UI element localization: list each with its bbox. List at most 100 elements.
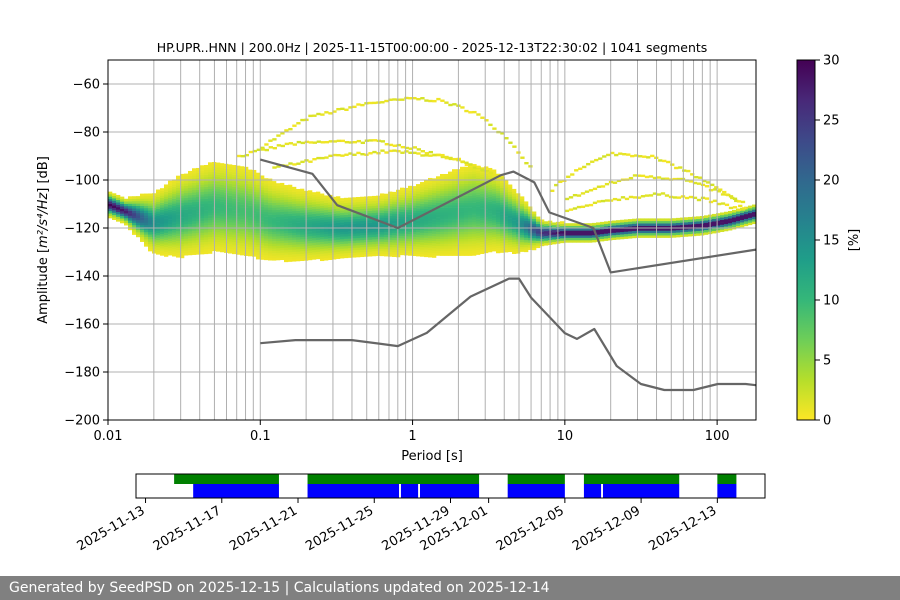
density-cell bbox=[280, 194, 285, 198]
timeline-tick-label: 2025-11-17 bbox=[151, 503, 224, 554]
density-cell bbox=[696, 216, 701, 220]
density-cell bbox=[524, 225, 529, 229]
density-cell bbox=[420, 210, 425, 214]
density-cell bbox=[244, 246, 249, 249]
density-cell bbox=[440, 207, 445, 211]
density-cell bbox=[284, 201, 289, 205]
density-cell bbox=[492, 186, 497, 190]
density-cell bbox=[180, 221, 185, 225]
density-cell bbox=[532, 216, 537, 220]
density-cell bbox=[260, 218, 265, 222]
density-cell bbox=[464, 248, 469, 252]
density-cell bbox=[480, 176, 485, 180]
density-cell bbox=[236, 218, 241, 222]
density-cell bbox=[340, 231, 345, 235]
density-cell bbox=[484, 197, 489, 201]
density-cell bbox=[360, 199, 365, 202]
density-cell bbox=[280, 235, 285, 239]
density-cell bbox=[424, 244, 429, 248]
density-cell bbox=[508, 244, 513, 248]
density-cell bbox=[440, 195, 445, 199]
density-cell bbox=[180, 195, 185, 199]
density-cell bbox=[668, 220, 673, 224]
density-cell bbox=[376, 229, 381, 232]
density-cell bbox=[384, 246, 389, 250]
density-cell bbox=[140, 212, 145, 216]
density-cell bbox=[176, 247, 181, 251]
density-cell bbox=[140, 210, 145, 214]
density-cell bbox=[156, 189, 161, 193]
density-cell bbox=[244, 195, 249, 199]
density-cell bbox=[188, 206, 193, 210]
density-cell bbox=[172, 251, 177, 255]
density-cell bbox=[520, 203, 525, 207]
density-cell bbox=[424, 252, 429, 255]
density-cell bbox=[476, 249, 481, 253]
density-cell bbox=[300, 210, 305, 213]
density-cell bbox=[528, 235, 533, 238]
density-cell bbox=[404, 228, 409, 232]
density-cell bbox=[220, 247, 225, 250]
density-cell bbox=[260, 247, 265, 251]
density-cell bbox=[352, 216, 357, 220]
density-cell bbox=[356, 206, 361, 210]
density-cell bbox=[256, 247, 261, 250]
density-cell bbox=[332, 247, 337, 250]
density-cell bbox=[288, 189, 293, 193]
density-cell bbox=[308, 252, 313, 256]
blue-availability-segment bbox=[717, 484, 737, 498]
density-cell bbox=[260, 213, 265, 217]
density-cell bbox=[380, 101, 385, 104]
density-cell bbox=[648, 175, 654, 178]
density-cell bbox=[276, 238, 281, 242]
density-cell bbox=[200, 170, 205, 173]
density-cell bbox=[376, 236, 381, 240]
density-cell bbox=[696, 223, 701, 227]
density-cell bbox=[176, 233, 181, 236]
density-cell bbox=[316, 112, 321, 116]
density-cell bbox=[176, 199, 181, 203]
density-cell bbox=[452, 234, 457, 237]
density-cell bbox=[392, 206, 397, 209]
density-cell bbox=[256, 218, 261, 222]
density-cell bbox=[464, 186, 469, 189]
density-cell bbox=[472, 209, 477, 213]
density-cell bbox=[188, 209, 193, 213]
density-cell bbox=[408, 250, 413, 254]
density-cell bbox=[436, 221, 441, 225]
density-cell bbox=[312, 244, 317, 248]
density-cell bbox=[288, 208, 293, 212]
density-cell bbox=[200, 196, 205, 200]
density-cell bbox=[588, 223, 593, 226]
density-cell bbox=[520, 222, 525, 226]
density-cell bbox=[292, 189, 297, 192]
y-tick-label: −100 bbox=[64, 174, 100, 189]
density-cell bbox=[452, 241, 457, 244]
colorbar-tick-label: 0 bbox=[823, 414, 831, 429]
density-cell bbox=[412, 253, 417, 257]
density-cell bbox=[188, 252, 193, 256]
density-cell bbox=[272, 197, 277, 201]
density-cell bbox=[216, 241, 221, 245]
density-cell bbox=[436, 181, 441, 184]
density-cell bbox=[376, 253, 381, 256]
density-cell bbox=[136, 198, 141, 202]
density-cell bbox=[300, 193, 305, 197]
density-cell bbox=[372, 248, 377, 252]
density-cell bbox=[500, 204, 505, 208]
density-cell bbox=[120, 206, 125, 209]
density-cell bbox=[148, 210, 153, 213]
chart-title: HP.UPR..HNN | 200.0Hz | 2025-11-15T00:00… bbox=[157, 40, 708, 55]
density-cell bbox=[540, 229, 545, 232]
density-cell bbox=[566, 175, 571, 178]
density-cell bbox=[248, 241, 253, 245]
density-cell bbox=[528, 208, 533, 212]
density-cell bbox=[296, 200, 301, 204]
density-cell bbox=[332, 220, 337, 224]
density-cell bbox=[264, 223, 269, 227]
density-cell bbox=[392, 199, 397, 202]
density-cell bbox=[524, 247, 529, 250]
density-cell bbox=[228, 229, 233, 232]
density-cell bbox=[244, 153, 249, 157]
density-cell bbox=[516, 246, 521, 249]
